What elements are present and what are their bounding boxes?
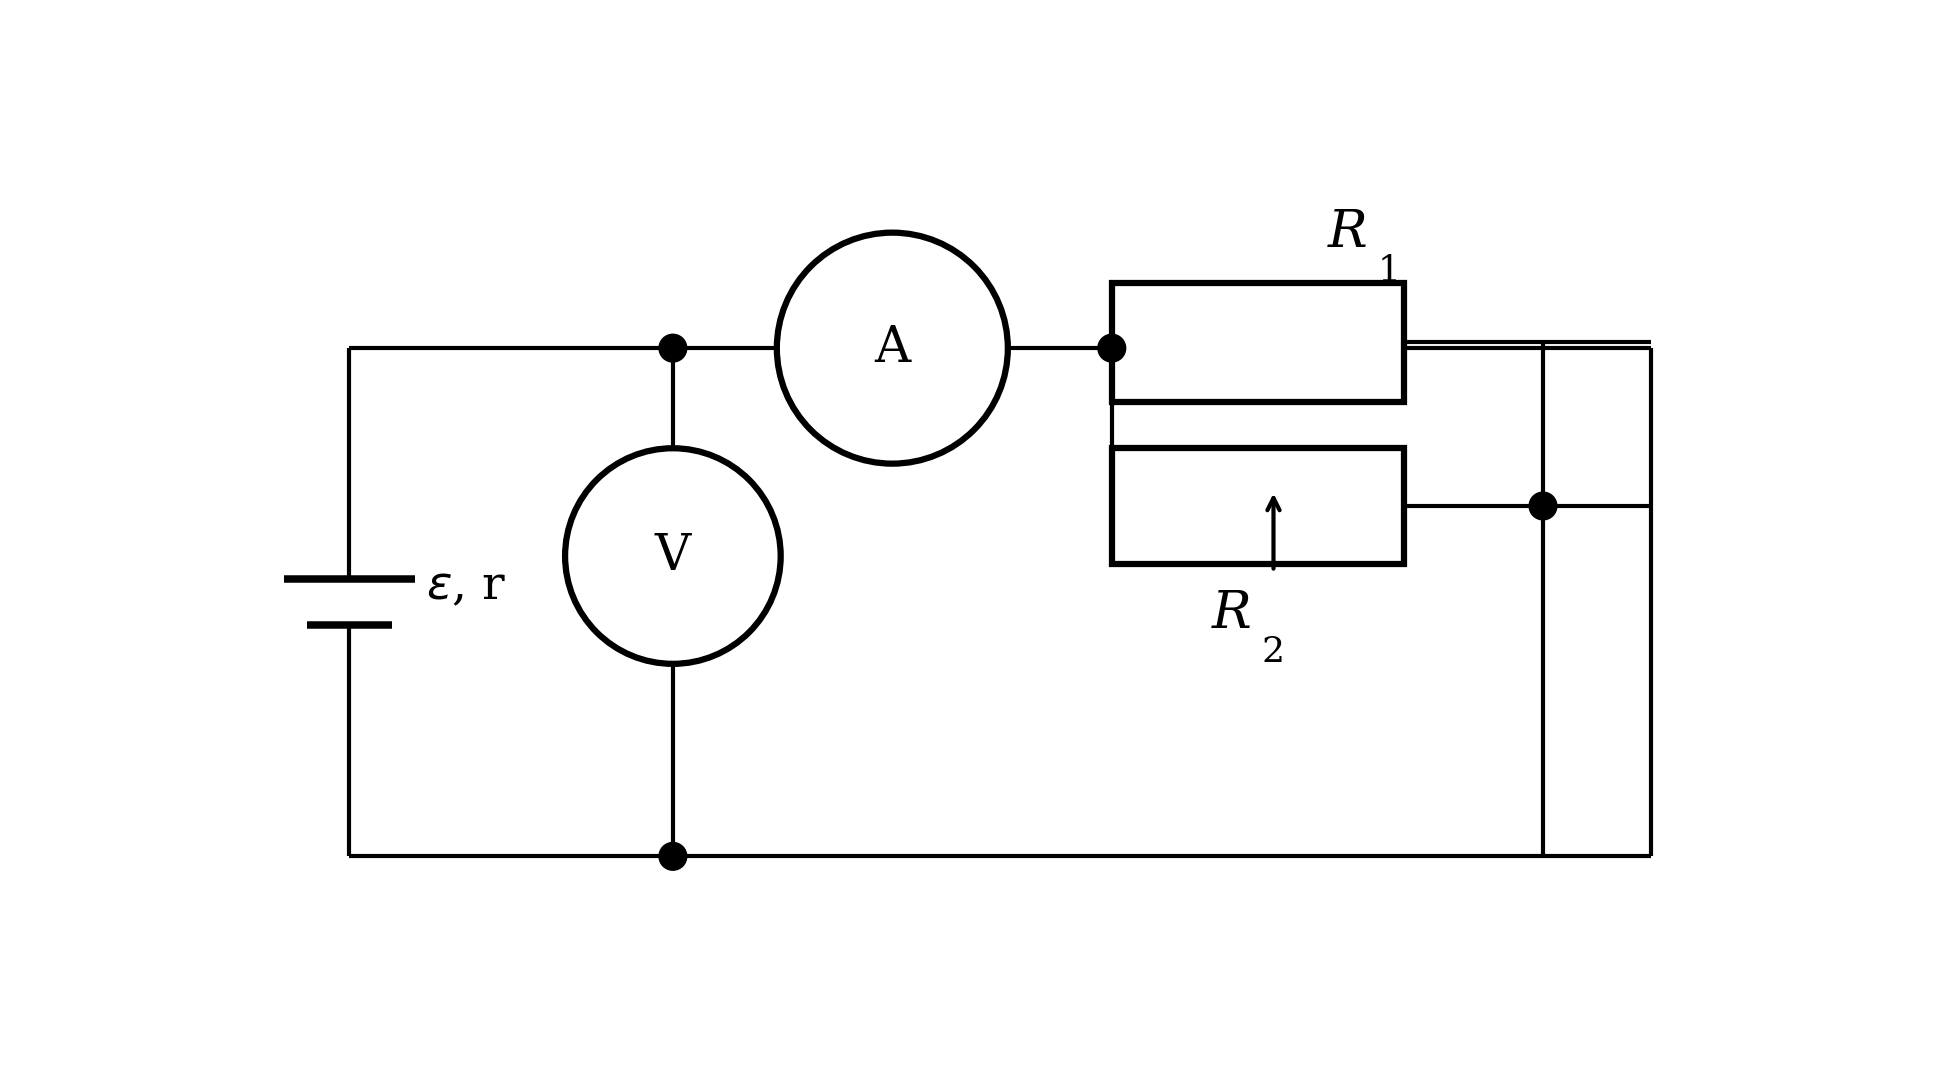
Text: R: R [1212, 588, 1251, 640]
Ellipse shape [565, 448, 780, 664]
Circle shape [1529, 492, 1556, 520]
Text: 1: 1 [1376, 254, 1400, 288]
Text: V: V [655, 531, 690, 581]
Text: $\varepsilon$, r: $\varepsilon$, r [426, 564, 506, 610]
Circle shape [1097, 335, 1124, 362]
Circle shape [659, 842, 686, 870]
Bar [1110, 448, 1404, 564]
Ellipse shape [776, 232, 1007, 464]
Bar [1110, 282, 1404, 402]
Text: R: R [1327, 207, 1367, 258]
Text: 2: 2 [1261, 635, 1284, 669]
Circle shape [659, 335, 686, 362]
Text: A: A [874, 323, 909, 373]
